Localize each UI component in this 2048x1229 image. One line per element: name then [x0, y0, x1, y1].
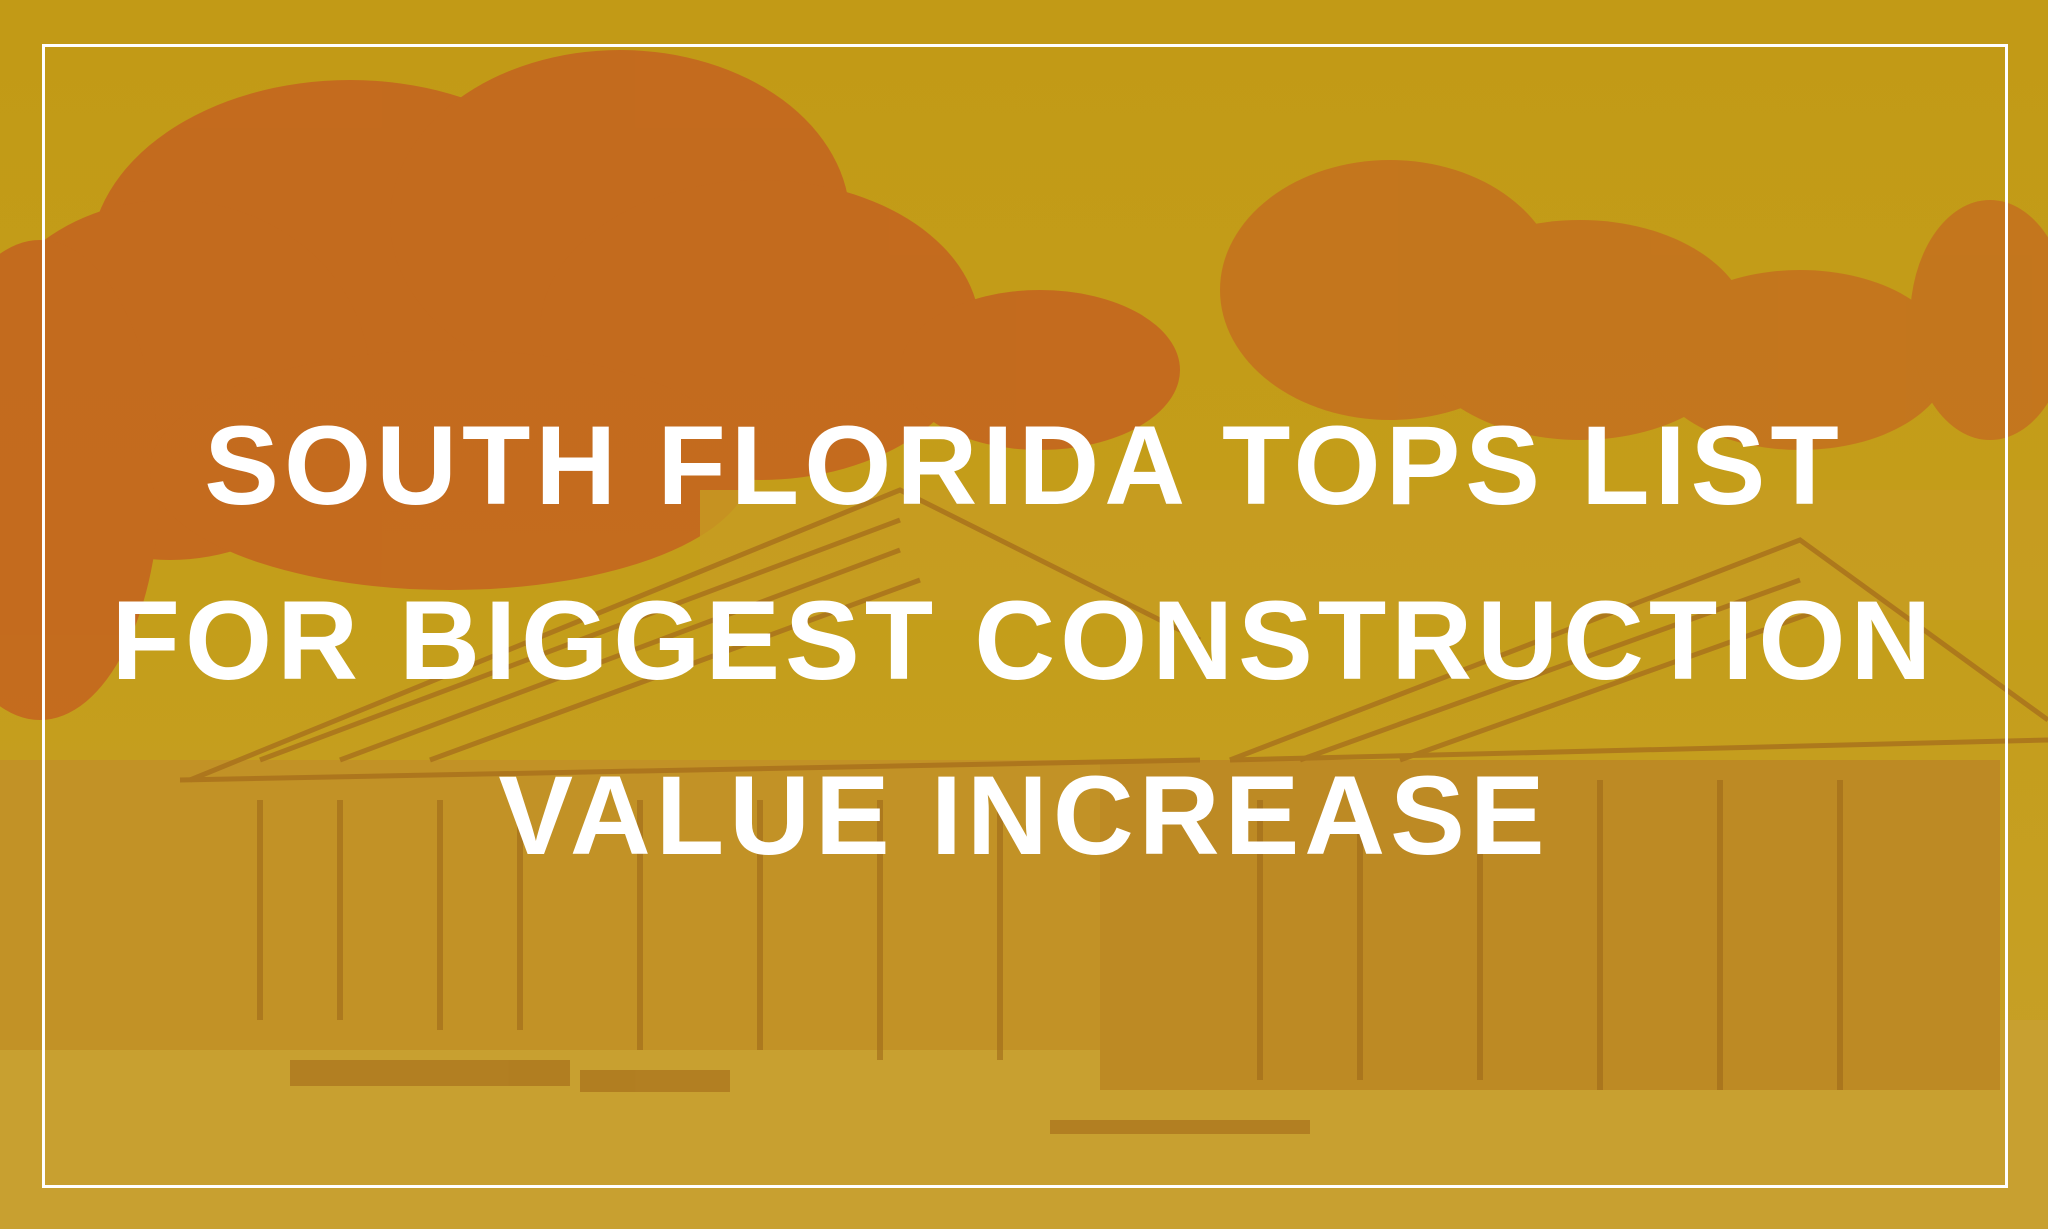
wall-studs — [257, 780, 1843, 1090]
headline-line-1: SOUTH FLORIDA TOPS LIST — [204, 403, 1844, 528]
headline: SOUTH FLORIDA TOPS LIST FOR BIGGEST CONS… — [0, 378, 2048, 903]
lumber-piles — [290, 1060, 1310, 1134]
roof-trusses — [179, 487, 2048, 783]
trees-left — [0, 50, 1180, 720]
headline-line-3: VALUE INCREASE — [498, 753, 1550, 878]
trees-right — [1220, 160, 2048, 450]
headline-line-2: FOR BIGGEST CONSTRUCTION — [111, 578, 1937, 703]
white-frame-border — [42, 44, 2008, 1188]
house-walls — [0, 760, 2000, 1090]
